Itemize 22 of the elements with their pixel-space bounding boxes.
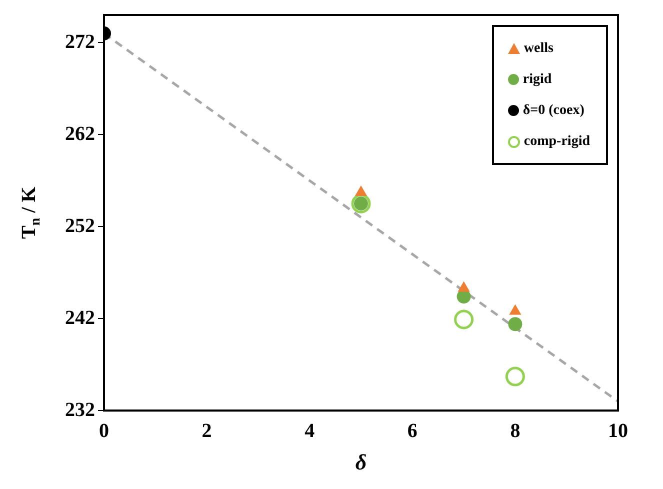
point xyxy=(505,366,525,386)
x-tick-label: 8 xyxy=(510,420,520,442)
legend-label: rigid xyxy=(522,72,552,88)
x-tick-label: 2 xyxy=(202,420,212,442)
y-tick-label: 252 xyxy=(65,214,95,237)
point xyxy=(354,186,368,196)
y-tick-label: 262 xyxy=(65,122,95,145)
point xyxy=(456,290,471,304)
legend-label: δ=0 (coex) xyxy=(522,102,584,118)
y-tick-label: 272 xyxy=(65,30,95,53)
legend-label: comp-rigid xyxy=(524,134,590,150)
x-tick-label: 4 xyxy=(304,420,315,442)
legend-label: wells xyxy=(524,40,554,56)
x-axis-title: δ xyxy=(355,449,367,474)
x-tick-label: 10 xyxy=(608,420,628,442)
x-tick-label: 0 xyxy=(99,420,109,442)
point xyxy=(454,310,474,330)
y-tick-label: 242 xyxy=(65,306,95,329)
point xyxy=(508,317,522,332)
y-tick-label: 232 xyxy=(65,398,95,421)
y-axis-title: Tn / K xyxy=(18,186,44,239)
x-tick-label: 6 xyxy=(407,420,418,442)
